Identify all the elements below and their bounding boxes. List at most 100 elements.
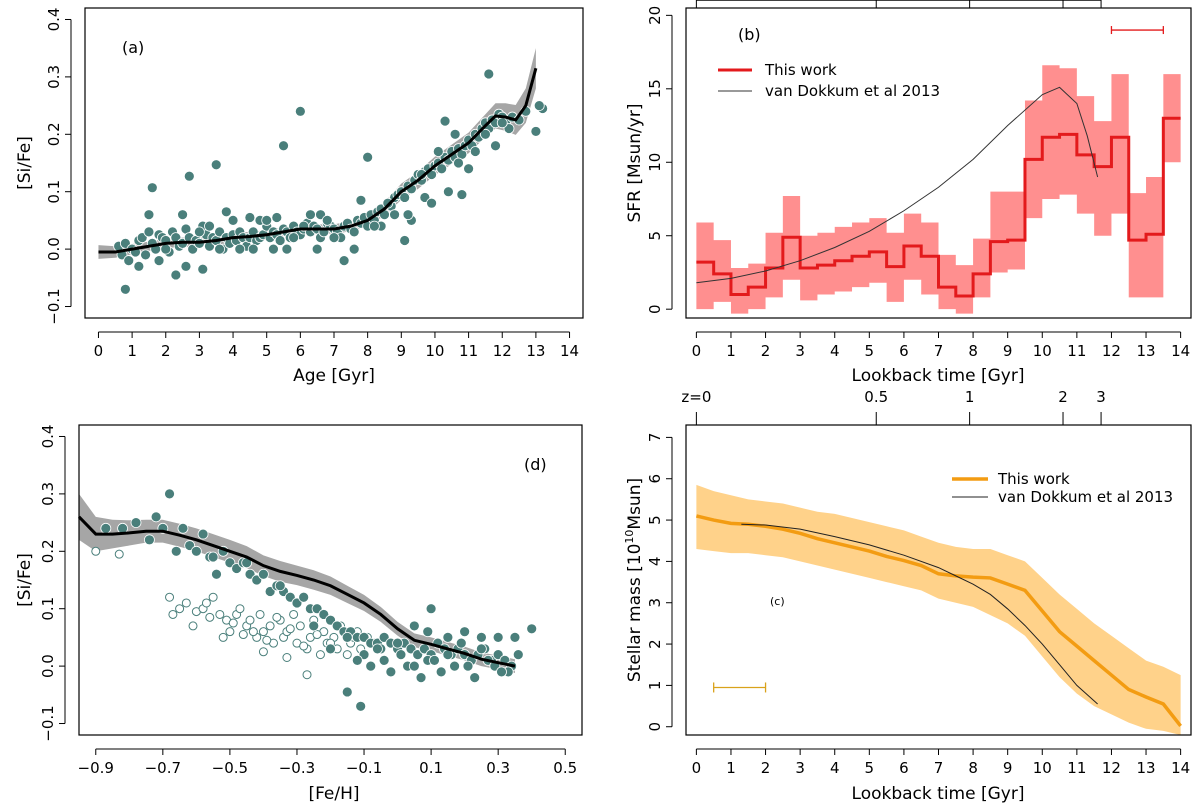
panel-b-x-tick-label: 11 <box>1067 342 1086 360</box>
panel-c-redshift-label: 0.5 <box>864 388 888 406</box>
panel-d-filled-point <box>415 672 427 683</box>
panel-a-data-point <box>399 192 411 203</box>
panel-d-filled-point <box>462 660 474 672</box>
panel-d-filled-point <box>459 626 471 638</box>
panel-d-filled-point <box>492 632 504 643</box>
panel-b-y-axis-title: SFR [Msun/yr] <box>625 104 645 223</box>
panel-d-filled-point <box>496 666 507 678</box>
panel-d-open-point <box>181 598 191 608</box>
panel-c-x-axis-title: Lookback time [Gyr] <box>852 784 1025 804</box>
panel-a-data-point <box>268 243 279 255</box>
panel-d-filled-point <box>526 623 538 635</box>
panel-b-frame <box>685 7 1192 319</box>
panel-c-y-tick-label: 4 <box>646 557 664 567</box>
panel-c-legend-label: This work <box>997 470 1070 488</box>
panel-a-data-point <box>278 140 289 152</box>
panel-c-mass-uncertainty-band <box>696 484 1181 735</box>
panel-d-filled-point <box>211 568 222 580</box>
panel-d-open-point <box>205 612 215 622</box>
panel-a-data-point <box>321 215 333 226</box>
panel-a-data-point <box>288 232 300 244</box>
panel-a-frame <box>84 7 584 319</box>
panel-c-x-tick-label: 10 <box>1033 759 1052 777</box>
panel-a-data-point <box>402 209 414 221</box>
panel-d-filled-point <box>298 591 310 603</box>
panel-c-y-title-exponent: 10 <box>623 530 636 544</box>
panel-a-y-tick-label: 0.1 <box>45 180 63 204</box>
panel-b-y-tick-label: 20 <box>646 6 664 25</box>
panel-b-x-axis-title: Lookback time [Gyr] <box>852 366 1025 386</box>
panel-a-x-tick-label: 8 <box>363 342 373 360</box>
panel-d-open-point <box>218 632 228 642</box>
panel-b-plot-area <box>696 65 1181 314</box>
panel-a-data-point <box>170 269 182 281</box>
panel-d-open-point <box>272 612 282 622</box>
panel-b-x-tick-label: 0 <box>692 342 702 360</box>
panel-a-data-point <box>177 209 188 221</box>
panel-a-x-tick-label: 6 <box>296 342 306 360</box>
panel-d-open-point <box>168 609 178 619</box>
panel-a-x-tick-label: 12 <box>493 342 512 360</box>
panel-a-data-point <box>180 260 192 272</box>
panel-a-data-point <box>533 100 545 111</box>
panel-d-filled-point <box>150 511 162 523</box>
panel-a-x-tick-label: 13 <box>526 342 545 360</box>
panel-a-data-point <box>483 68 495 80</box>
panel-d-open-point <box>225 627 235 637</box>
panel-a-data-point <box>463 163 474 175</box>
panel-a-data-point <box>328 232 340 244</box>
panel-d-open-point <box>315 650 325 660</box>
panel-b-x-tick-label: 7 <box>934 342 944 360</box>
panel-a-x-tick-label: 0 <box>94 342 104 360</box>
panel-b-x-tick-label: 10 <box>1033 342 1052 360</box>
panel-c-x-tick-label: 8 <box>968 759 978 777</box>
panel-a-data-point <box>140 249 151 261</box>
panel-b-y-tick-label: 0 <box>646 304 664 314</box>
panel-b-x-tick-label: 9 <box>1003 342 1013 360</box>
panel-a-data-point <box>368 220 380 232</box>
panel-c-x-tick-label: 5 <box>865 759 875 777</box>
panel-a-data-point <box>183 170 195 182</box>
panel-b-x-tick-label: 8 <box>968 342 978 360</box>
panel-d-y-tick-label: 0.3 <box>39 482 57 506</box>
panel-d-filled-point <box>469 672 481 683</box>
panel-a-data-point <box>436 163 448 175</box>
panel-d-open-point <box>258 647 268 657</box>
panel-c-x-tick-label: 3 <box>795 759 805 777</box>
panel-d-filled-point <box>435 666 447 678</box>
panel-c-x-tick-label: 12 <box>1102 759 1121 777</box>
panel-b-x-tick-label: 1 <box>726 342 736 360</box>
panel-d-open-point <box>238 630 248 640</box>
panel-d-x-tick-label: −0.1 <box>346 759 382 777</box>
panel-d-open-point <box>342 650 352 660</box>
panel-b-x-tick-label: 12 <box>1102 342 1121 360</box>
panel-b-x-tick-label: 4 <box>830 342 840 360</box>
panel-a-label: (a) <box>122 38 144 57</box>
panel-d-open-point <box>201 598 211 608</box>
panel-a-data-point <box>153 255 165 266</box>
panel-d-filled-point <box>365 660 377 672</box>
panel-d-filled-point <box>325 643 336 655</box>
panel-a-x-tick-label: 5 <box>262 342 272 360</box>
panel-d-x-tick-label: −0.5 <box>212 759 248 777</box>
panel-d-filled-point <box>258 568 269 580</box>
panel-c-y-title-part: Stellar mass [10 <box>625 544 645 683</box>
panel-a-x-tick-label: 14 <box>560 342 579 360</box>
panel-d-open-point <box>289 609 299 619</box>
panel-a-x-tick-label: 10 <box>425 342 444 360</box>
panel-b-y-tick-label: 15 <box>646 79 664 98</box>
panel-a-data-point <box>439 115 451 127</box>
panel-b-x-tick-label: 13 <box>1136 342 1155 360</box>
panel-a-data-point <box>480 128 491 140</box>
panel-c-y-tick-label: 3 <box>646 598 664 608</box>
panel-d-open-point <box>208 592 218 602</box>
panel-d-filled-point <box>385 666 397 678</box>
panel-d-filled-point <box>130 517 142 528</box>
panel-b-x-tick-label: 2 <box>761 342 771 360</box>
panel-a-data-point <box>119 283 131 295</box>
panel-a-data-point <box>247 243 259 255</box>
panel-d-trend-line <box>77 515 516 668</box>
panel-a-data-point <box>348 243 360 255</box>
panel-d-open-point <box>248 627 258 637</box>
panel-a-data-point <box>469 146 481 157</box>
